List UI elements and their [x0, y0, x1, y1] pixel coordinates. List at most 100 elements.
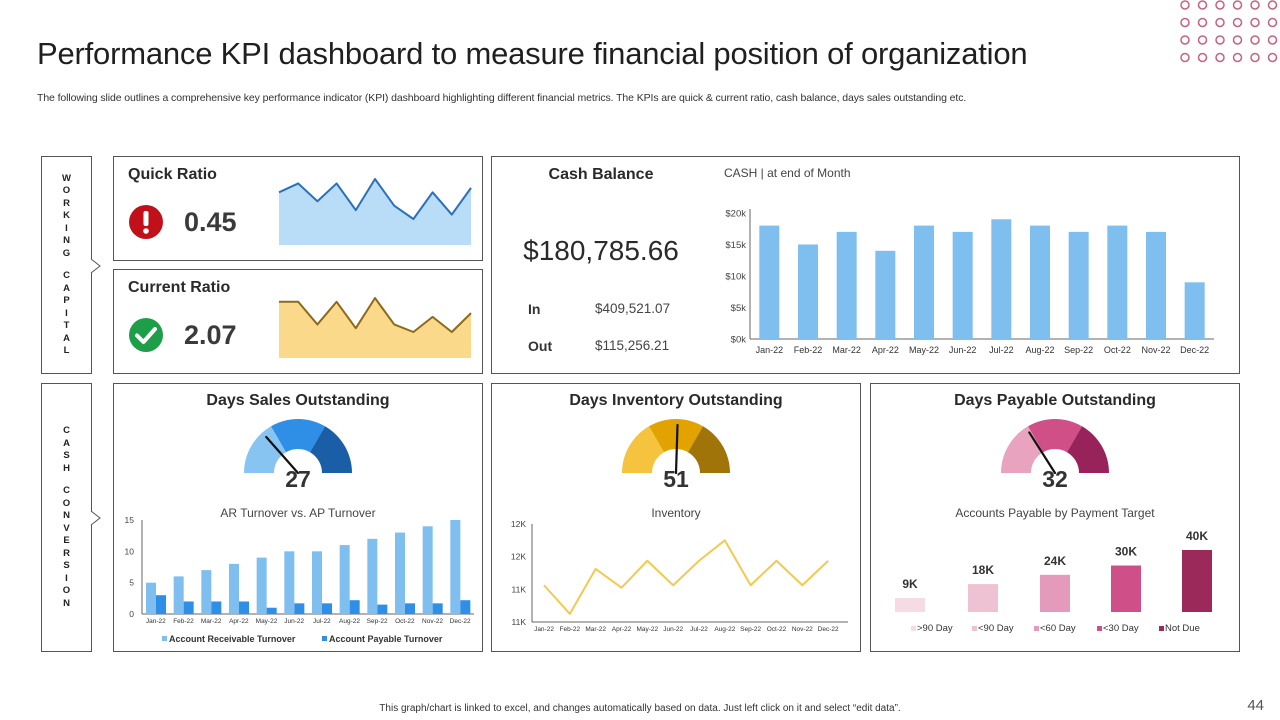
x-tick-label: May-22 [636, 626, 658, 633]
cash-out-label: Out [528, 338, 553, 354]
payable-bar-chart: 9K 18K 24K 30K 40K >90 Day <90 Day <60 Day <30 D… [895, 529, 1212, 634]
dio-label: Days Inventory Outstanding [569, 392, 783, 409]
quick-ratio-sparkline [278, 178, 472, 245]
x-tick-label: Jan-22 [756, 345, 784, 355]
y-tick-label: 11K [512, 584, 527, 594]
dio-gauge [622, 419, 730, 474]
cash-bar-chart: $0k $5k $10k $15k $20k Jan-22 Feb-22 Mar-22 Apr-… [725, 209, 1214, 355]
x-tick-label: Aug-22 [339, 618, 360, 625]
legend-swatch [911, 626, 916, 631]
gauge-segment [1067, 426, 1109, 473]
page-title: Performance KPI dashboard to measure fin… [37, 36, 1028, 71]
x-tick-label: Mar-22 [585, 626, 606, 633]
legend-label: Account Receivable Turnover [169, 634, 296, 644]
bar [1146, 231, 1166, 339]
decorative-dot [1267, 52, 1278, 63]
legend-swatch [162, 636, 167, 641]
decorative-dot [1197, 0, 1208, 10]
check-icon [129, 318, 163, 352]
y-tick-label: $5k [731, 303, 747, 314]
side-label-letter: C [63, 425, 70, 436]
bar [266, 607, 277, 614]
side-label-letter: I [65, 572, 68, 584]
dpo-gauge [1001, 419, 1109, 474]
cash-balance-label: Cash Balance [548, 166, 654, 183]
bar [239, 601, 249, 614]
working-capital-pointer [90, 258, 101, 274]
decorative-dot [1232, 0, 1243, 10]
cash-balance-value: $180,785.66 [523, 235, 679, 266]
side-label-letter: A [63, 332, 70, 344]
legend-label: Account Payable Turnover [329, 634, 443, 644]
cash-balance-card: Cash Balance $180,785.66 In $409,521.07 … [491, 156, 1240, 374]
y-tick-label: 11K [512, 617, 527, 627]
dso-gauge [244, 419, 352, 474]
x-tick-label: Feb-22 [560, 626, 581, 633]
side-label-letter: H [63, 462, 70, 474]
side-label-letter: P [63, 295, 70, 306]
sparkline-area [279, 179, 471, 245]
decorative-dot [1180, 52, 1190, 63]
current-ratio-card: Current Ratio 2.07 [113, 269, 483, 374]
x-tick-label: Sep-22 [367, 618, 388, 625]
gauge-segment [688, 426, 730, 473]
dpo-card: Days Payable Outstanding 32 Accounts Pay… [870, 383, 1240, 652]
side-label-letter: A [63, 437, 70, 449]
bar [201, 570, 212, 614]
side-label-letter: A [63, 282, 70, 294]
decorative-dot [1250, 17, 1260, 28]
bar [1068, 231, 1089, 339]
side-label-letter: S [63, 450, 70, 461]
side-label-letter: N [63, 597, 70, 609]
x-tick-label: Oct-22 [395, 618, 415, 625]
bar [377, 604, 388, 614]
x-tick-label: Mar-22 [201, 618, 222, 625]
bar [1182, 550, 1212, 612]
dio-card: Days Inventory Outstanding 51 Inventory … [491, 383, 861, 652]
bar [256, 557, 267, 614]
x-tick-label: Oct-22 [767, 626, 787, 633]
bar [339, 545, 350, 614]
x-tick-label: May-22 [909, 345, 939, 355]
decorative-dot [1180, 0, 1190, 10]
decorative-dot [1267, 17, 1278, 28]
x-tick-label: Jun-22 [949, 345, 977, 355]
gauge-segment [1028, 419, 1082, 453]
bar [1184, 282, 1205, 339]
x-tick-label: Jul-22 [313, 618, 331, 625]
y-tick-label: 12K [511, 519, 526, 529]
x-tick-label: Jan-22 [534, 626, 554, 633]
gauge-needle [265, 435, 300, 474]
side-label-letter: G [62, 247, 71, 259]
quick-ratio-label: Quick Ratio [128, 166, 217, 183]
x-tick-label: Sep-22 [1064, 345, 1093, 355]
decorative-dot [1215, 35, 1225, 45]
cash-out-value: $115,256.21 [595, 338, 670, 353]
decorative-dot [1215, 17, 1225, 28]
side-label-letter: S [63, 560, 70, 571]
gauge-segment [622, 426, 664, 473]
y-tick-label: $0k [731, 335, 747, 346]
x-tick-label: Dec-22 [818, 626, 839, 633]
bar [914, 225, 934, 339]
sparkline-line [279, 297, 472, 333]
quick-ratio-value: 0.45 [184, 207, 237, 237]
gauge-needle [1028, 431, 1057, 474]
y-tick-label: 15 [125, 515, 135, 525]
x-tick-label: Jul-22 [989, 345, 1014, 355]
dpo-label: Days Payable Outstanding [954, 392, 1156, 409]
side-label-letter: N [63, 510, 70, 521]
ar-ap-bar-chart: 0 5 10 15 Jan-22 Feb-22 Mar-22 Apr-22 May-22 Jun-… [125, 515, 474, 644]
side-label-letter: T [63, 320, 70, 331]
side-label-letter: K [63, 210, 70, 221]
x-tick-label: Aug-22 [1025, 345, 1054, 355]
bar [875, 250, 896, 339]
legend-label: <30 Day [1103, 623, 1139, 634]
side-label-letter: C [63, 270, 70, 281]
data-label: 24K [1044, 554, 1066, 568]
inventory-line [543, 539, 829, 615]
bar [395, 532, 405, 614]
dso-value: 27 [285, 466, 311, 492]
payable-chart-title: Accounts Payable by Payment Target [955, 506, 1155, 520]
